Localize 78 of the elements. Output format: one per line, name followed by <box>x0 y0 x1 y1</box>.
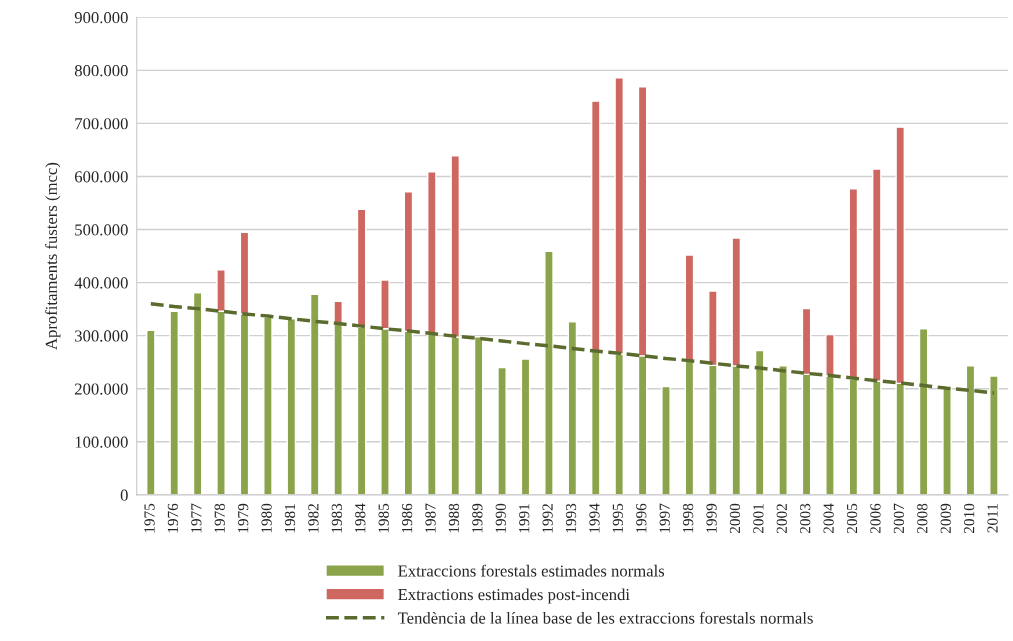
bar <box>169 310 180 495</box>
x-tick-label: 1983 <box>331 503 342 533</box>
x-tick-label: 1999 <box>706 503 717 533</box>
x-tick-label: 1980 <box>261 503 272 533</box>
x-tick-label: 2002 <box>776 504 787 534</box>
bar <box>918 328 929 495</box>
legend-label: Extraccions forestals estimades normals <box>398 564 665 577</box>
x-tick-label: 1993 <box>565 503 577 533</box>
x-tick-label: 1998 <box>682 503 694 533</box>
x-tick-label: 1978 <box>214 503 225 533</box>
x-tick-label: 1992 <box>542 504 553 533</box>
y-tick-label: 100.000 <box>75 436 128 448</box>
x-tick-label: 2004 <box>823 503 834 534</box>
x-tick-label: 1995 <box>612 503 624 533</box>
bar <box>754 349 765 495</box>
bar <box>286 317 297 495</box>
x-tick-label: 2008 <box>917 503 928 534</box>
x-tick-label: 2003 <box>800 503 811 534</box>
x-tick-label: 1996 <box>636 503 647 533</box>
x-tick-label: 2011 <box>987 504 998 533</box>
bar <box>590 350 601 495</box>
x-tick-label: 1997 <box>659 503 670 533</box>
bar <box>684 254 695 362</box>
y-tick-label: 700.000 <box>75 118 128 130</box>
x-tick-label: 1987 <box>425 503 436 533</box>
y-tick-label: 300.000 <box>75 330 128 342</box>
y-tick-label: 400.000 <box>74 277 128 289</box>
y-tick-label: 900.000 <box>74 12 128 24</box>
y-axis-title: Aprofitaments fusters (mcc) <box>45 162 61 350</box>
bar <box>567 321 578 495</box>
bar <box>965 365 976 495</box>
y-tick-label: 500.000 <box>75 224 128 236</box>
bar <box>520 358 531 495</box>
line-series <box>149 302 996 395</box>
bar <box>590 100 601 352</box>
bar <box>989 375 999 495</box>
x-tick-label: 1981 <box>284 504 296 533</box>
bar <box>309 293 320 495</box>
bar <box>192 291 203 495</box>
y-tick-label: 200.000 <box>74 383 128 395</box>
x-tick-label: 2000 <box>729 503 741 534</box>
x-tick-label: 1985 <box>378 503 389 533</box>
y-tick-label: 600.000 <box>74 171 128 183</box>
x-tick-label: 1982 <box>308 504 319 533</box>
x-tick-label: 1977 <box>191 503 202 533</box>
bar <box>848 377 859 495</box>
bar <box>848 187 859 380</box>
x-tick-label: 1975 <box>144 503 155 533</box>
x-tick-label: 2006 <box>870 503 881 534</box>
x-tick-label: 1979 <box>238 503 249 533</box>
x-tick-label: 2010 <box>963 503 975 534</box>
x-tick-label: 1991 <box>519 504 530 533</box>
bar <box>778 365 788 495</box>
bar <box>544 250 554 495</box>
legend-label: Tendència de la línea base de les extraccions forestals normals <box>397 611 813 624</box>
x-tick-label: 2007 <box>893 503 905 534</box>
bar <box>427 171 437 335</box>
x-tick-label: 1989 <box>472 503 483 533</box>
legend-label: Extractions estimades post-incendi <box>398 588 630 604</box>
bar <box>942 385 952 495</box>
bar <box>661 385 671 495</box>
x-tick-label: 1976 <box>167 503 179 533</box>
x-tick-label: 2005 <box>846 503 858 534</box>
x-tick-label: 1984 <box>355 503 366 533</box>
y-tick-label: 0 <box>120 489 128 501</box>
x-tick-label: 1986 <box>401 503 413 533</box>
bar <box>473 336 484 495</box>
x-tick-label: 1994 <box>589 503 600 533</box>
bar <box>146 329 156 495</box>
bar <box>263 316 273 495</box>
bar <box>427 332 437 495</box>
x-tick-label: 2001 <box>753 504 764 534</box>
bar <box>497 366 507 495</box>
x-tick-label: 1988 <box>448 503 460 533</box>
x-tick-label: 2009 <box>940 503 951 534</box>
x-tick-label: 1990 <box>495 503 506 533</box>
bar <box>684 360 695 495</box>
y-tick-label: 800.000 <box>74 65 128 77</box>
